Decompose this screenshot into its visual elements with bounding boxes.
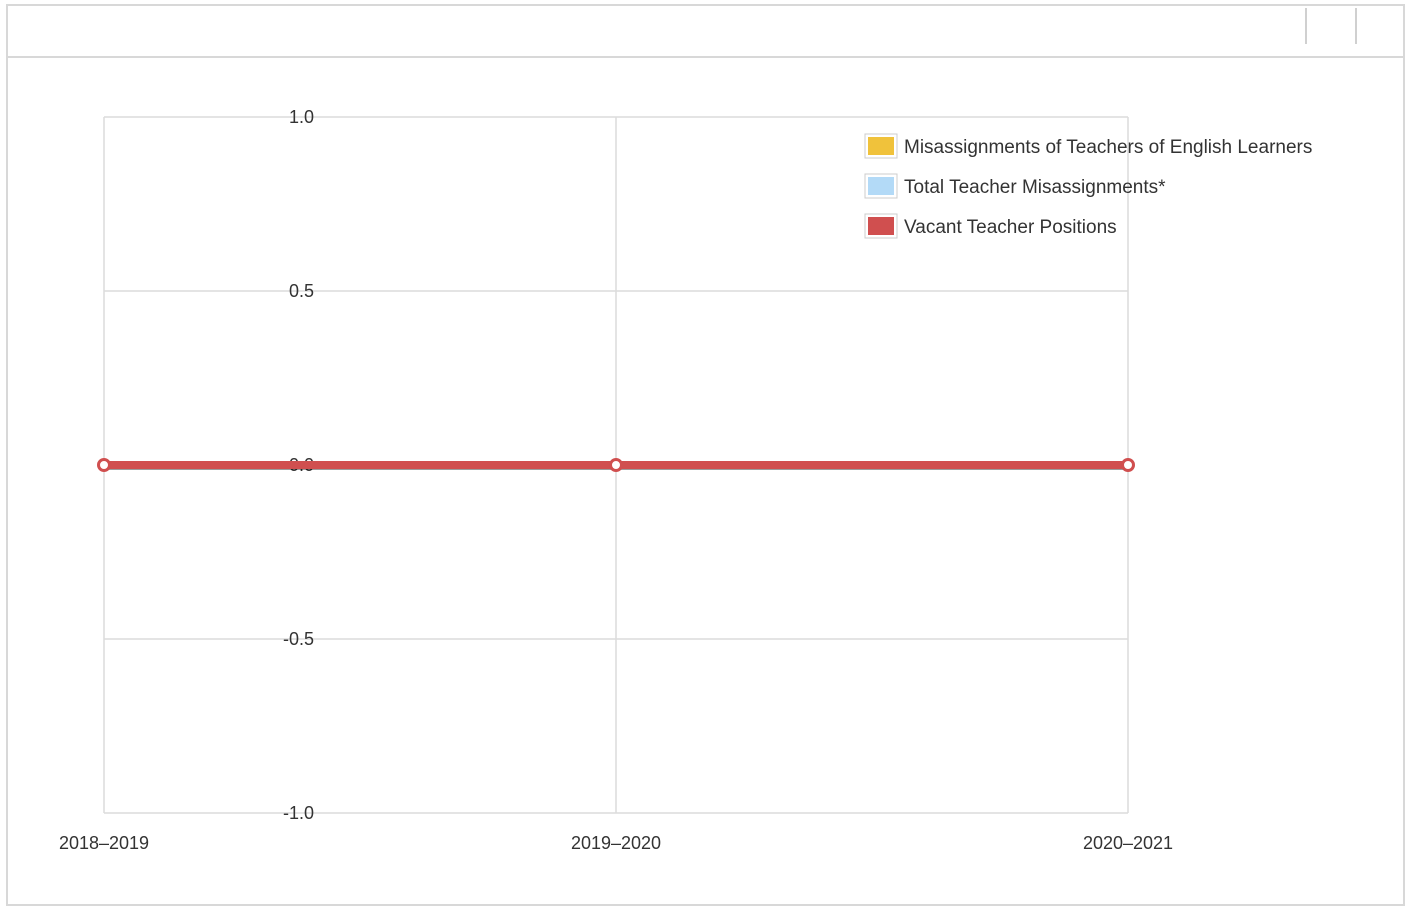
legend: Misassignments of Teachers of English Le… [864, 133, 1312, 239]
data-point[interactable] [609, 458, 623, 472]
header-divider-right [1355, 8, 1357, 44]
chart-panel [6, 4, 1405, 906]
header-divider-left [1305, 8, 1307, 44]
series-lines [97, 458, 1135, 472]
y-axis-ticks: 1.00.50.0-0.5-1.0 [283, 107, 314, 823]
x-tick-label: 2018–2019 [59, 833, 149, 853]
y-tick-label: -0.5 [283, 629, 314, 649]
data-point[interactable] [97, 458, 111, 472]
y-tick-label: 0.5 [289, 281, 314, 301]
x-axis-ticks: 2018–2019 2019–2020 2020–2021 [59, 833, 1173, 853]
legend-label: Vacant Teacher Positions [904, 217, 1117, 238]
legend-label: Total Teacher Misassignments* [904, 177, 1166, 198]
legend-swatch [868, 177, 894, 195]
legend-swatch [868, 137, 894, 155]
x-tick-label: 2019–2020 [571, 833, 661, 853]
data-point[interactable] [1121, 458, 1135, 472]
x-tick-label: 2020–2021 [1083, 833, 1173, 853]
y-tick-label: 1.0 [289, 107, 314, 127]
y-tick-label: -1.0 [283, 803, 314, 823]
chart-header [8, 6, 1403, 58]
legend-swatch [868, 217, 894, 235]
legend-label: Misassignments of Teachers of English Le… [904, 137, 1312, 158]
